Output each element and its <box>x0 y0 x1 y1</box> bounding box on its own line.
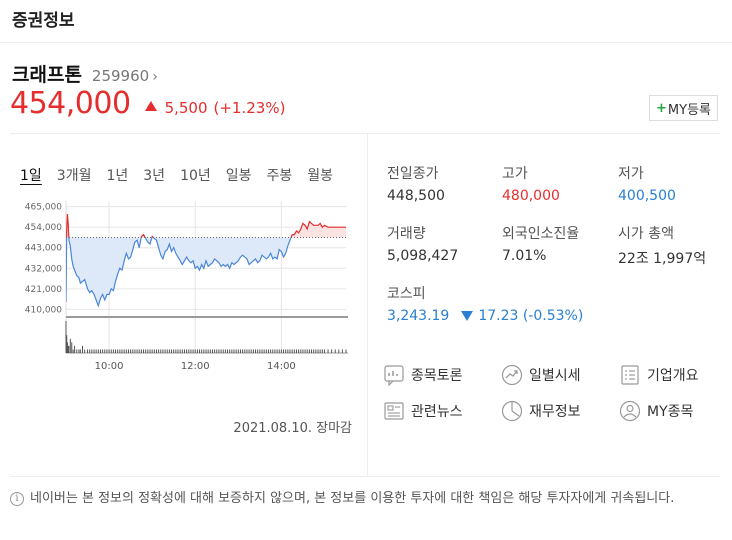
kospi-index: 3,243.19 <box>387 308 450 324</box>
stat-label[interactable]: 코스피 <box>387 286 426 302</box>
stock-name[interactable]: 크래프톤 <box>12 64 82 86</box>
pie-chart-icon <box>501 400 523 422</box>
related-news-label: 관련뉴스 <box>411 404 463 420</box>
x-tick-label: 14:00 <box>267 361 296 372</box>
stat-label: 전일종가 <box>387 166 439 182</box>
stat-value: 448,500 <box>387 188 445 204</box>
stock-code[interactable]: 259960 <box>91 67 150 85</box>
tab-monthly-candle[interactable]: 월봉 <box>307 168 334 184</box>
financial-info-link[interactable]: 재무정보 <box>501 400 581 422</box>
y-tick-label: 432,000 <box>25 264 62 274</box>
user-icon <box>619 400 641 422</box>
price-change: 5,500 <box>164 99 208 117</box>
stat-market-cap: 시가 총액 22조 1,997억 <box>618 223 706 268</box>
kospi-value-row: 3,243.19 17.23 (-0.53%) <box>387 308 583 324</box>
stat-label: 고가 <box>502 166 528 182</box>
x-tick-label: 10:00 <box>95 361 124 372</box>
tab-1y[interactable]: 1년 <box>106 168 129 184</box>
down-triangle-icon <box>461 311 474 321</box>
intraday-price-chart[interactable]: 465,000 454,000 443,000 432,000 421,000 410,0… <box>12 195 352 380</box>
stat-label: 거래량 <box>387 226 426 242</box>
divider <box>367 133 368 476</box>
price-line-below <box>66 237 292 308</box>
period-tabs: 1일 3개월 1년 3년 10년 일봉 주봉 월봉 <box>20 165 348 185</box>
info-icon: i <box>10 492 24 506</box>
disclaimer-text: 네이버는 본 정보의 정확성에 대해 보증하지 않으며, 본 정보를 이용한 투… <box>30 491 675 506</box>
stat-value: 22조 1,997억 <box>618 251 707 267</box>
y-tick-label: 421,000 <box>25 285 62 295</box>
market-close-date: 2021.08.10. 장마감 <box>233 421 352 436</box>
up-triangle-icon <box>144 101 157 111</box>
stat-value: 7.01% <box>502 248 547 264</box>
price-area-below <box>66 237 292 306</box>
price-row: 454,000 5,500 (+1.23%) <box>10 86 285 121</box>
plus-icon: + <box>656 100 667 116</box>
financial-info-label: 재무정보 <box>529 404 581 420</box>
related-news-link[interactable]: 관련뉴스 <box>383 400 463 422</box>
stat-value: 480,000 <box>502 188 560 204</box>
stat-foreign-rate: 외국인소진율 7.01% <box>502 223 579 264</box>
my-register-label: MY등록 <box>667 102 711 118</box>
price-change-percent: (+1.23%) <box>213 99 286 117</box>
discussion-label: 종목토론 <box>411 368 463 384</box>
stat-volume: 거래량 5,098,427 <box>387 223 458 264</box>
y-tick-label: 454,000 <box>25 223 62 233</box>
company-overview-label: 기업개요 <box>647 368 699 384</box>
y-tick-label: 410,000 <box>25 305 62 315</box>
y-tick-label: 465,000 <box>25 203 62 213</box>
discussion-icon <box>384 365 404 386</box>
tab-3y[interactable]: 3년 <box>143 168 166 184</box>
divider <box>0 42 732 43</box>
my-stocks-link[interactable]: MY종목 <box>619 400 693 422</box>
stat-value: 400,500 <box>618 188 676 204</box>
divider <box>10 476 720 477</box>
tab-3m[interactable]: 3개월 <box>56 168 92 184</box>
price-area-above <box>66 214 346 238</box>
discussion-link[interactable]: 종목토론 <box>383 364 463 386</box>
stat-label: 시가 총액 <box>618 226 674 242</box>
disclaimer: i 네이버는 본 정보의 정확성에 대해 보증하지 않으며, 본 정보를 이용한… <box>10 490 722 508</box>
tab-1d[interactable]: 1일 <box>20 168 42 184</box>
stock-header: 크래프톤 259960 › <box>12 60 158 87</box>
my-register-button[interactable]: + MY등록 <box>649 95 718 121</box>
tab-weekly-candle[interactable]: 주봉 <box>266 168 293 184</box>
my-stocks-label: MY종목 <box>647 404 694 420</box>
tab-daily-candle[interactable]: 일봉 <box>225 168 252 184</box>
stat-prev-close: 전일종가 448,500 <box>387 163 445 204</box>
stat-low: 저가 400,500 <box>618 163 676 204</box>
newspaper-icon <box>384 402 404 420</box>
tab-10y[interactable]: 10년 <box>180 168 211 184</box>
stat-high: 고가 480,000 <box>502 163 560 204</box>
kospi-change: 17.23 (-0.53%) <box>478 308 584 324</box>
x-tick-label: 12:00 <box>181 361 210 372</box>
stat-label: 저가 <box>618 166 644 182</box>
trend-icon <box>501 364 523 386</box>
daily-price-link[interactable]: 일별시세 <box>501 364 581 386</box>
divider <box>10 133 720 134</box>
document-icon <box>621 365 639 385</box>
stat-value: 5,098,427 <box>387 248 459 264</box>
current-price: 454,000 <box>10 86 131 121</box>
stat-kospi: 코스피 3,243.19 17.23 (-0.53%) <box>387 283 583 324</box>
chevron-right-icon[interactable]: › <box>152 69 158 85</box>
daily-price-label: 일별시세 <box>529 368 581 384</box>
section-title: 증권정보 <box>12 11 75 31</box>
stat-label: 외국인소진율 <box>502 226 580 242</box>
company-overview-link[interactable]: 기업개요 <box>619 364 699 386</box>
y-tick-label: 443,000 <box>25 244 62 254</box>
